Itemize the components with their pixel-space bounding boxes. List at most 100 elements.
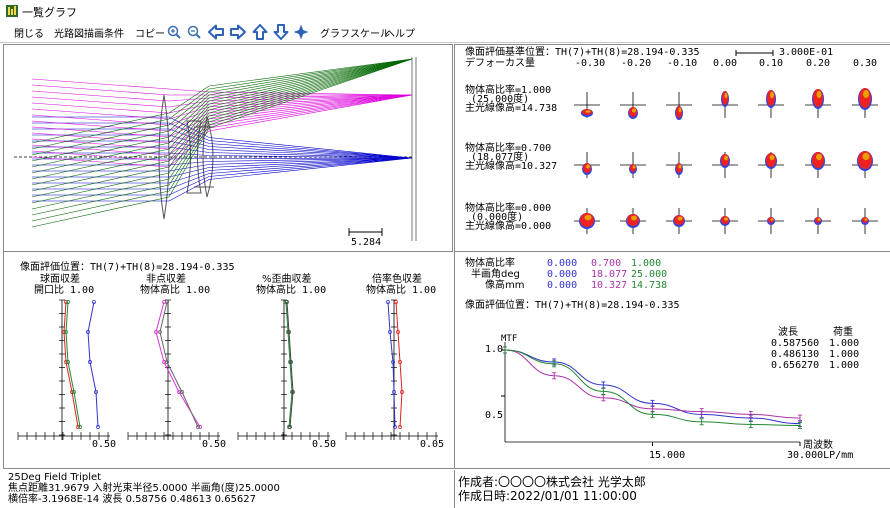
aberration-marker (386, 300, 390, 304)
aberration-marker (398, 425, 402, 429)
spot-row-height: 主光線像高=0.000 (465, 221, 552, 232)
ray (32, 134, 413, 159)
aberration-curve (65, 301, 81, 428)
aberration-marker (391, 360, 395, 364)
ray (32, 157, 413, 184)
date-label: 作成日時:2022/01/01 11:00:00 (458, 489, 637, 503)
ray (31, 58, 413, 216)
menu-copy[interactable]: コピー (135, 29, 165, 40)
zoom-out-icon[interactable] (186, 24, 202, 40)
mtf-hdr-label: 半画角deg (471, 269, 520, 280)
ray (31, 58, 413, 204)
aberration-marker (180, 390, 184, 394)
menu-graph-scale[interactable]: グラフスケール (320, 29, 390, 40)
aberration-marker (154, 330, 158, 334)
mtf-hdr-value: 25.000 (631, 269, 668, 280)
mtf-xlabel: 周波数 (803, 440, 833, 451)
app-graph-icon (6, 5, 18, 17)
mtf-hdr-value: 14.738 (631, 280, 668, 291)
spot-diagrams (574, 88, 878, 234)
spot-scale-bar (735, 50, 774, 56)
menu-draw-condition[interactable]: 光路図描画条件 (54, 29, 124, 40)
aberration-curve (286, 301, 294, 428)
ray-trace-diagram (14, 57, 417, 241)
aberration-marker (400, 390, 404, 394)
aberration-marker (396, 330, 400, 334)
aberration-marker (196, 425, 200, 429)
ray (31, 58, 413, 192)
spot-orange (677, 216, 683, 221)
arrow-left-icon[interactable] (208, 24, 224, 40)
spot-row-angle: (0.000度) (471, 212, 524, 223)
spot-orange (585, 110, 591, 113)
aberration-panel: 像面評価位置：TH(7)+TH(8)=28.194-0.335 球面収差 開口比 … (3, 252, 455, 469)
mtf-hdr-label: 物体高比率 (465, 258, 515, 269)
aberration-marker (165, 300, 169, 304)
spot-scale-label: 3.000E-01 (779, 47, 834, 58)
aberration-subtitle: 開口比 1.00 (34, 285, 95, 296)
defocus-value: 0.20 (806, 58, 831, 69)
spot-orange (769, 154, 775, 161)
aberration-marker (388, 330, 392, 334)
aberration-marker (287, 330, 291, 334)
weight-value: 1.000 (829, 360, 860, 371)
aberration-title: 球面収差 (40, 274, 80, 285)
mtf-hdr-label: 像高mm (485, 280, 525, 291)
aberration-marker (66, 360, 70, 364)
aberration-curve (387, 301, 396, 428)
aberration-marker (96, 425, 100, 429)
spot-orange (678, 107, 682, 113)
defocus-value: 0.10 (759, 58, 784, 69)
spot-red (676, 163, 682, 173)
wavelength-value: 0.656270 (771, 360, 820, 371)
ray (31, 58, 413, 150)
mtf-hdr-value: 0.000 (547, 269, 578, 280)
aberration-axis-label: 0.50 (202, 439, 227, 450)
spot-row-height: 主光線像高=10.327 (465, 161, 558, 172)
ray (32, 157, 413, 178)
aberration-marker (393, 425, 397, 429)
spot-row-angle: (25.000度) (471, 94, 530, 105)
ray (31, 84, 412, 96)
author-label: 作成者:〇〇〇〇株式会社 光学太郎 (458, 475, 646, 489)
aberration-marker (86, 330, 90, 334)
defocus-value: 0.00 (713, 58, 738, 69)
spot-diagram-panel: 像面評価基準位置：TH(7)+TH(8)=28.194-0.335 3.000E… (454, 44, 890, 252)
spot-eval-position: 像面評価基準位置：TH(7)+TH(8)=28.194-0.335 (465, 47, 700, 58)
ray (31, 58, 413, 186)
ray (32, 157, 413, 190)
arrow-down-icon[interactable] (273, 24, 289, 40)
defocus-value: -0.20 (621, 58, 652, 69)
ray (31, 58, 413, 180)
aberration-axis-label: 0.50 (92, 439, 117, 450)
aberration-marker (88, 360, 92, 364)
aberration-plots (17, 299, 438, 440)
aberration-marker (291, 390, 295, 394)
arrow-up-icon[interactable] (252, 24, 268, 40)
menu-close[interactable]: 閉じる (14, 29, 44, 40)
zoom-in-icon[interactable] (166, 24, 182, 40)
spot-orange (678, 164, 682, 169)
arrow-right-icon[interactable] (230, 24, 246, 40)
ray (32, 157, 413, 160)
aberration-curve (155, 301, 201, 428)
mtf-panel: 物体高比率 半画角deg 像高mm 0.000 0.700 1.000 0.000 18… (454, 252, 890, 469)
ray (31, 58, 413, 162)
weight-header: 荷重 (833, 327, 853, 338)
mtf-eval-position: 像面評価位置：TH(7)+TH(8)=28.194-0.335 (465, 300, 680, 311)
spot-orange (724, 155, 728, 161)
mtf-ytick-1: 1.0 (485, 344, 504, 355)
mtf-ytick-2: 0.5 (485, 410, 504, 421)
ray (31, 58, 413, 156)
aberration-marker (66, 300, 70, 304)
aberration-marker (398, 360, 402, 364)
menu-help[interactable]: ヘルプ (385, 29, 415, 40)
crosshair-icon[interactable] (293, 24, 309, 40)
spot-orange (863, 90, 869, 98)
lens-name: 25Deg Field Triplet (8, 472, 102, 483)
author-panel: 作成者:〇〇〇〇株式会社 光学太郎 作成日時:2022/01/01 11:00:… (454, 470, 890, 508)
aberration-marker (78, 425, 82, 429)
mtf-hdr-value: 0.000 (547, 258, 578, 269)
aberration-title: 非点収差 (146, 274, 186, 285)
menu-bar: 閉じる 光路図描画条件 コピー グラフスケール ヘルプ (0, 22, 890, 43)
